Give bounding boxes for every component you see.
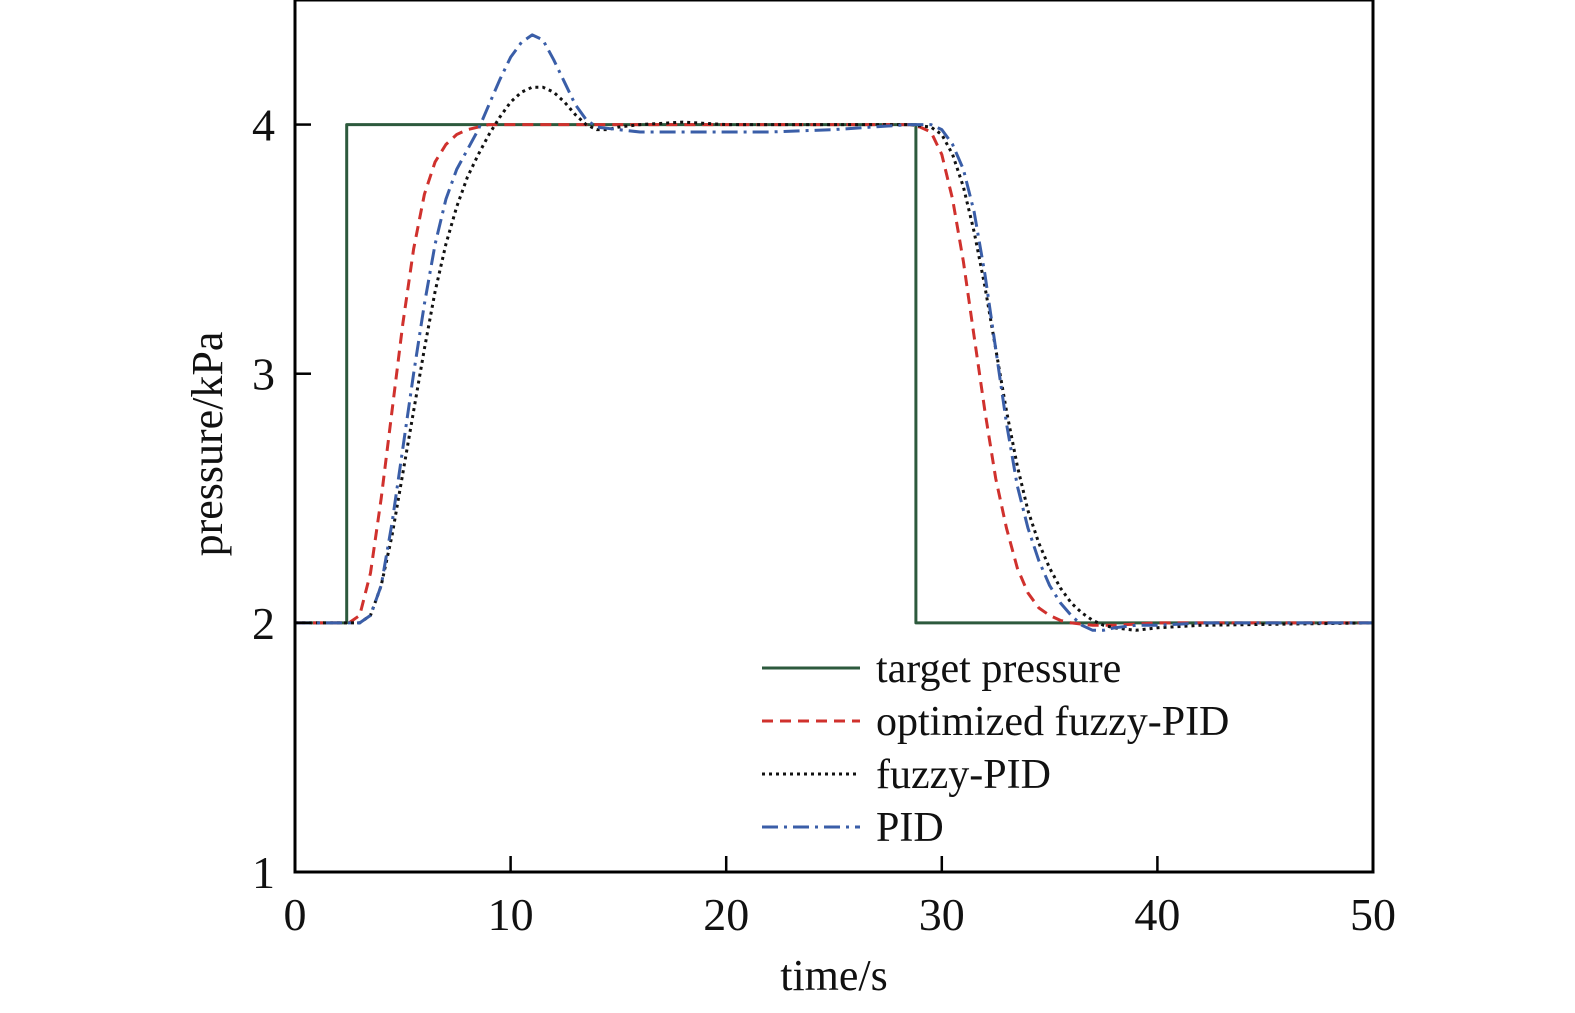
legend-label-3: PID [876,805,944,851]
series-layer [295,33,1373,632]
x-tick-label-0: 0 [284,889,307,940]
x-tick-label-2: 20 [703,889,749,940]
y-tick-label-0: 1 [252,847,275,898]
tick-layer: 0 10 20 30 40 50 1 2 3 4 [252,100,1396,940]
legend-label-0: target pressure [876,646,1121,692]
y-axis-title: pressure/kPa [183,332,232,557]
x-tick-label-5: 50 [1350,889,1396,940]
legend: target pressure optimized fuzzy-PID fuzzy-… [762,646,1229,851]
y-tick-label-3: 4 [252,100,275,151]
x-tick-label-4: 40 [1134,889,1180,940]
x-tick-label-3: 30 [919,889,965,940]
plot-frame [293,0,1375,874]
x-tick-label-1: 10 [488,889,534,940]
x-axis-title: time/s [780,951,888,1000]
y-tick-label-1: 2 [252,598,275,649]
y-tick-label-2: 3 [252,349,275,400]
legend-label-1: optimized fuzzy-PID [876,699,1229,745]
series-line-2 [295,85,1373,632]
legend-label-2: fuzzy-PID [876,752,1051,798]
series-line-0 [295,123,1373,625]
series-line-3 [295,33,1373,632]
series-line-1 [295,123,1373,627]
